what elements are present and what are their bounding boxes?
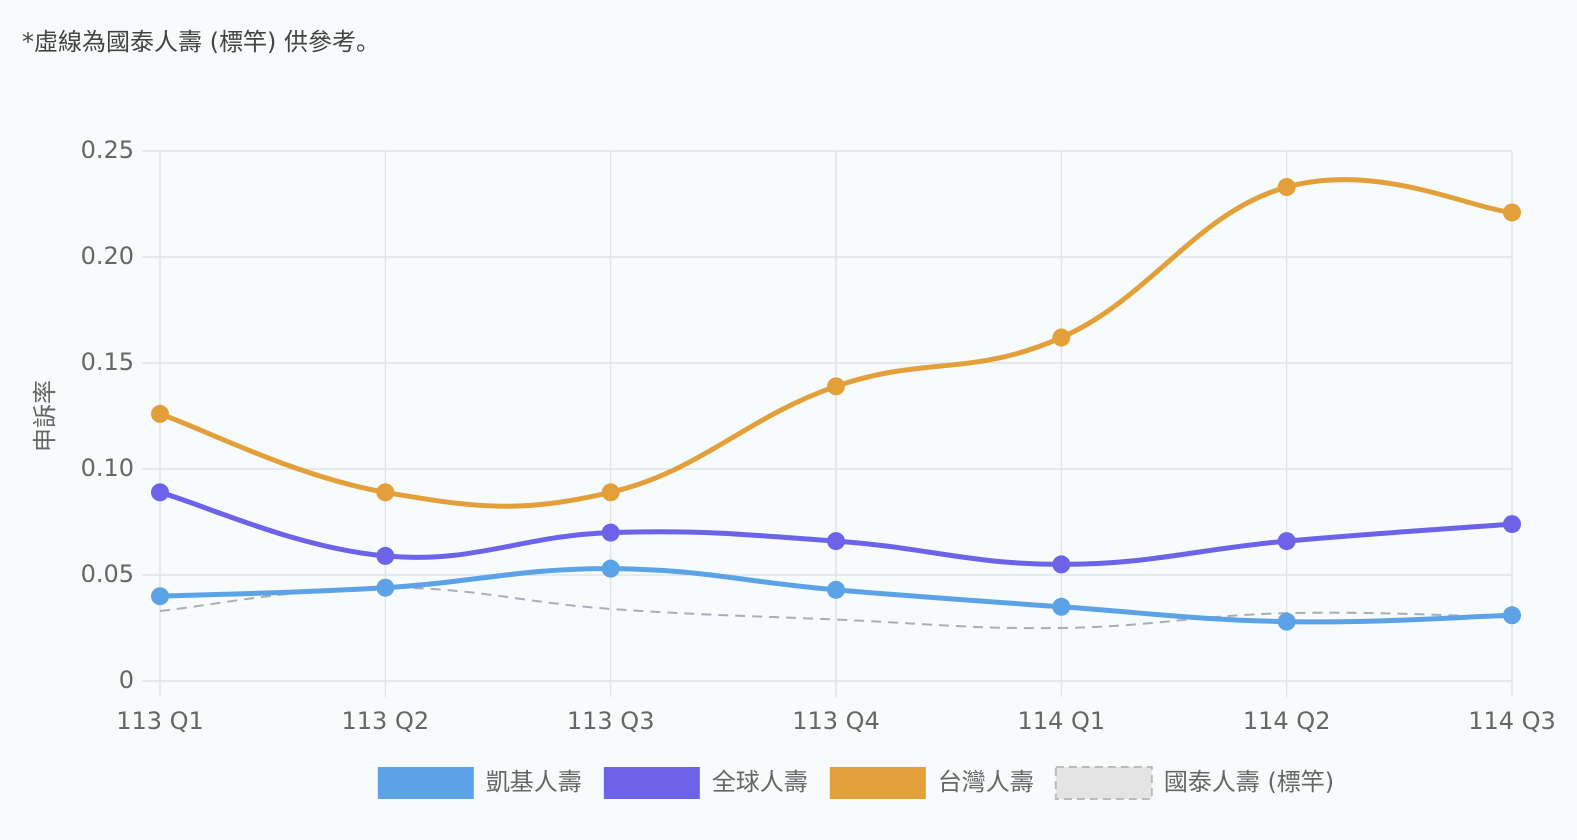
point	[1503, 606, 1521, 625]
x-tick-label: 113 Q2	[342, 707, 430, 735]
x-tick-label: 114 Q2	[1243, 707, 1331, 735]
legend-label: 凱基人壽	[486, 768, 582, 796]
legend-swatch	[829, 767, 926, 799]
legend-swatch	[603, 767, 700, 799]
y-tick-label: 0.05	[81, 560, 134, 588]
x-tick-label: 113 Q4	[792, 707, 880, 735]
y-tick-label: 0.15	[81, 348, 134, 376]
x-tick-label: 113 Q3	[567, 707, 655, 735]
point	[1052, 597, 1071, 616]
point	[601, 559, 620, 578]
note: *虛線為國泰人壽 (標竿) 供參考。	[22, 28, 380, 56]
point	[601, 523, 620, 542]
point	[376, 483, 395, 502]
legend-swatch	[377, 767, 474, 799]
point	[1277, 612, 1296, 631]
point	[151, 404, 169, 423]
x-tick-label: 114 Q1	[1018, 707, 1106, 735]
point	[1503, 203, 1521, 222]
legend-label: 台灣人壽	[938, 768, 1034, 796]
point	[1052, 555, 1071, 574]
point	[601, 483, 620, 502]
point	[827, 580, 845, 599]
point	[1277, 532, 1296, 551]
point	[1503, 515, 1521, 534]
y-tick-label: 0.25	[81, 136, 134, 164]
point	[1052, 328, 1071, 347]
legend-swatch	[1054, 766, 1153, 800]
point	[151, 483, 169, 502]
y-tick-label: 0.10	[81, 454, 134, 482]
point	[376, 546, 395, 565]
legend-label: 全球人壽	[712, 768, 808, 796]
point	[827, 377, 845, 396]
x-tick-label: 114 Q3	[1468, 707, 1556, 735]
point	[827, 532, 845, 551]
x-tick-label: 113 Q1	[116, 707, 204, 735]
legend-label: 國泰人壽 (標竿)	[1164, 768, 1334, 796]
y-tick-label: 0.20	[81, 242, 134, 270]
point	[1277, 178, 1296, 197]
point	[151, 587, 169, 606]
point	[376, 578, 395, 597]
y-axis-title: 申訴率	[31, 380, 59, 452]
y-tick-label: 0	[119, 666, 134, 694]
